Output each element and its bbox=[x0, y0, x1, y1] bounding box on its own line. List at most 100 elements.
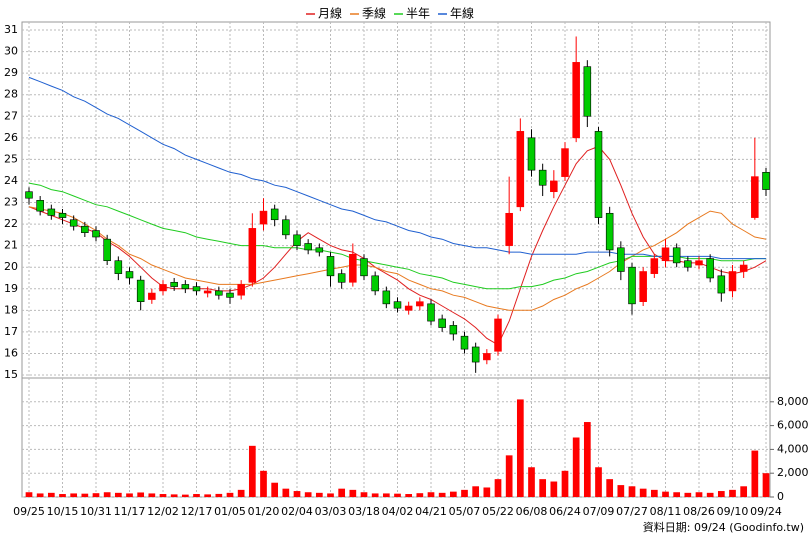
volume-bar bbox=[561, 470, 569, 497]
y-tick-label: 19 bbox=[4, 282, 18, 295]
volume-bar bbox=[483, 487, 491, 497]
candle-body bbox=[762, 172, 770, 190]
volume-bar bbox=[293, 491, 301, 497]
x-tick-label: 03/18 bbox=[348, 505, 380, 518]
volume-bar bbox=[371, 493, 379, 497]
y-tick-label: 20 bbox=[4, 260, 18, 273]
candle-body bbox=[628, 266, 636, 305]
volume-bar bbox=[215, 493, 223, 497]
ma-line bbox=[28, 76, 766, 260]
candle-body bbox=[427, 303, 435, 322]
candle-body bbox=[349, 253, 357, 283]
candle-body bbox=[248, 228, 257, 283]
candle-body bbox=[416, 301, 424, 307]
plot-frame bbox=[21, 21, 771, 498]
volume-bar bbox=[338, 488, 346, 497]
x-tick-label: 09/10 bbox=[717, 505, 749, 518]
candle-body bbox=[326, 256, 335, 277]
x-tick-label: 09/25 bbox=[13, 505, 45, 518]
candle-body bbox=[393, 301, 402, 309]
y-tick-label: 26 bbox=[4, 131, 18, 144]
candle-body bbox=[438, 318, 446, 328]
volume-bar bbox=[92, 493, 100, 497]
candle-body bbox=[125, 271, 134, 279]
x-tick-label: 01/20 bbox=[248, 505, 280, 518]
x-tick-label: 04/21 bbox=[415, 505, 447, 518]
candle-body bbox=[605, 212, 614, 251]
candle-body bbox=[215, 290, 223, 296]
candle-body bbox=[315, 247, 324, 253]
candle-body bbox=[25, 191, 33, 199]
candle-body bbox=[717, 275, 726, 294]
volume-bar bbox=[193, 494, 200, 497]
volume-bar bbox=[528, 467, 535, 497]
y-tick-label: 18 bbox=[4, 303, 18, 316]
volume-bar bbox=[740, 486, 748, 497]
volume-bar bbox=[516, 399, 524, 497]
candle-body bbox=[728, 271, 737, 292]
x-tick-label: 04/02 bbox=[382, 505, 414, 518]
candle-body bbox=[282, 219, 290, 236]
volume-bar bbox=[583, 422, 591, 497]
volume-bar bbox=[349, 489, 357, 497]
x-tick-label: 06/24 bbox=[549, 505, 581, 518]
candle-body bbox=[371, 275, 379, 292]
candle-body bbox=[81, 225, 89, 233]
candle-body bbox=[739, 264, 748, 272]
candle-body bbox=[170, 281, 178, 287]
candle-body bbox=[483, 353, 491, 361]
y-tick-label: 27 bbox=[4, 109, 18, 122]
candle-body bbox=[47, 208, 56, 216]
y-tick-label: 28 bbox=[4, 88, 18, 101]
x-tick-label: 01/05 bbox=[214, 505, 246, 518]
ma-line bbox=[28, 145, 767, 346]
volume-bar bbox=[271, 482, 279, 497]
volume-bar bbox=[405, 494, 413, 497]
volume-bar bbox=[181, 494, 189, 497]
volume-bar bbox=[706, 492, 714, 497]
volume-bar bbox=[650, 489, 658, 497]
candle-body bbox=[304, 243, 312, 251]
legend-label: 季線 bbox=[362, 6, 386, 21]
candle-body bbox=[684, 260, 692, 268]
candle-body bbox=[36, 200, 44, 212]
candle-body bbox=[226, 292, 234, 298]
x-tick-label: 12/17 bbox=[181, 505, 213, 518]
candle-body bbox=[259, 210, 268, 225]
y-tick-label: 25 bbox=[4, 152, 18, 165]
candle-body bbox=[572, 62, 580, 139]
ma-line bbox=[28, 182, 766, 290]
volume-bar bbox=[695, 492, 703, 497]
candle-body bbox=[382, 290, 391, 305]
x-tick-label: 08/11 bbox=[650, 505, 682, 518]
footer: 資料日期: 09/24 (Goodinfo.tw) bbox=[643, 520, 804, 534]
candle-body bbox=[192, 286, 201, 292]
y2-tick-label: 0 bbox=[777, 490, 784, 503]
candle-body bbox=[594, 131, 603, 218]
volume-bar bbox=[662, 491, 669, 497]
legend-label: 年線 bbox=[450, 6, 474, 21]
x-tick-label: 09/24 bbox=[750, 505, 782, 518]
x-tick-label: 05/22 bbox=[482, 505, 514, 518]
volume-bar bbox=[461, 489, 468, 497]
candle-body bbox=[505, 212, 513, 246]
candle-body bbox=[103, 238, 111, 262]
candle-body bbox=[516, 131, 525, 208]
x-tick-label: 02/04 bbox=[281, 505, 313, 518]
candle-body bbox=[92, 230, 100, 238]
volume-bar bbox=[639, 488, 647, 497]
volume-bar bbox=[427, 492, 435, 497]
candle-body bbox=[69, 219, 78, 227]
volume-bar bbox=[304, 492, 312, 497]
volume-bar bbox=[360, 492, 368, 497]
candle-body bbox=[293, 234, 301, 246]
y2-tick-label: 4,000 bbox=[777, 442, 808, 455]
x-tick-label: 08/26 bbox=[683, 505, 715, 518]
x-tick-label: 05/07 bbox=[449, 505, 481, 518]
candle-body bbox=[583, 66, 592, 117]
candle-body bbox=[538, 169, 547, 186]
y-tick-label: 29 bbox=[4, 66, 18, 79]
volume-bar bbox=[762, 473, 770, 497]
y-tick-label: 15 bbox=[4, 368, 18, 381]
